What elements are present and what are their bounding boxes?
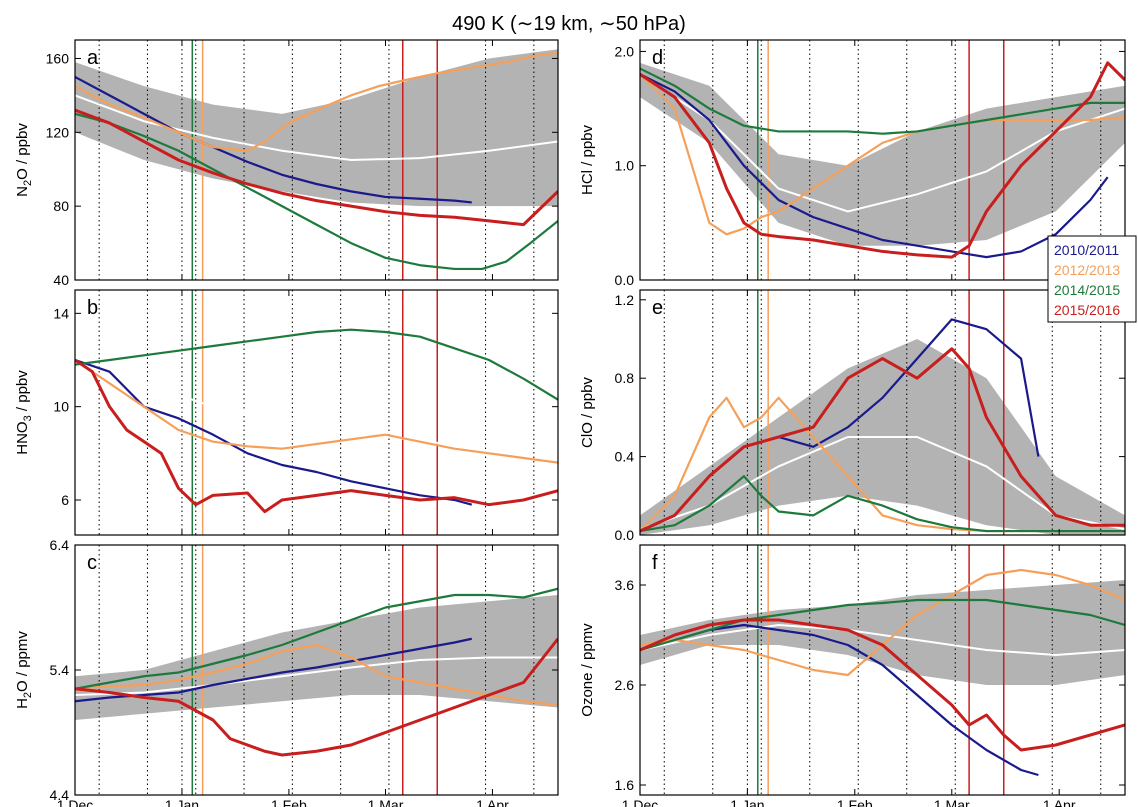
plot-area-d <box>640 40 1125 280</box>
y-tick-label: 0.8 <box>615 370 635 386</box>
x-tick-label: 1 Jan <box>165 797 199 807</box>
legend-entry: 2015/2016 <box>1054 302 1120 318</box>
axes-frame-d <box>639 39 1126 281</box>
climatology-mean-e <box>640 436 1125 531</box>
series-2010-2011-line <box>640 73 1109 259</box>
y-axis-label: H2O / ppmv <box>14 631 34 709</box>
series-2014-2015-line <box>75 112 558 271</box>
legend-box <box>1047 235 1137 323</box>
axes-frame-a <box>74 39 559 281</box>
x-tick-label: 1 Dec <box>622 797 659 807</box>
series-2012-2013-line <box>75 643 558 707</box>
x-tick-label: 1 Jan <box>730 797 764 807</box>
series-2014-2015-line <box>75 328 558 401</box>
x-tick-label: 1 Dec <box>57 797 94 807</box>
panel-f: 1.6 2.6 3.6 f Ozone / ppmv 1 Dec 1 Jan 1 Feb 1 M… <box>579 544 1126 807</box>
series-2010-2011-line <box>75 358 473 506</box>
climatology-mean-d <box>640 73 1125 213</box>
y-tick-label: 80 <box>53 198 69 214</box>
series-2015-2016-line <box>75 637 558 757</box>
axes-frame-e <box>639 289 1126 536</box>
y-tick-label: 0.4 <box>615 449 635 465</box>
panel-letter: c <box>87 552 97 574</box>
panel-letter: a <box>87 47 99 69</box>
series-2014-2015-line <box>640 67 1125 135</box>
panel-letter: d <box>652 47 663 69</box>
series-2012-2013-line <box>75 359 558 464</box>
plot-area-f <box>640 545 1125 795</box>
panels-group: 40 80 120 160 a N2O / ppbv 6 10 14 b HNO3 / ppbv 4.… <box>14 39 1126 807</box>
legend: 2010/2011 2012/2013 2014/2015 2015/2016 <box>1047 235 1137 323</box>
series-2014-2015-line <box>640 475 1125 533</box>
y-axis-label: N2O / ppbv <box>14 123 34 197</box>
y-tick-label: 0.0 <box>615 527 635 543</box>
climatology-mean-a <box>75 94 558 162</box>
y-tick-label: 5.4 <box>50 662 70 678</box>
series-2012-2013-line <box>75 51 558 152</box>
series-2015-2016-line <box>640 618 1125 752</box>
y-axis-label: HNO3 / ppbv <box>14 370 34 455</box>
series-2010-2011-line <box>75 637 472 703</box>
panel-c: 4.4 5.4 6.4 c H2O / ppmv 1 Dec 1 Jan 1 Feb 1 Mar… <box>14 537 559 807</box>
series-2015-2016-line <box>75 108 558 227</box>
climatology-mean-b <box>75 359 558 455</box>
legend-entry: 2010/2011 <box>1054 242 1119 258</box>
y-tick-label: 14 <box>53 305 69 321</box>
plot-area-b <box>75 290 558 535</box>
y-tick-label: 10 <box>53 399 69 415</box>
panel-letter: b <box>87 297 98 319</box>
panel-letter: e <box>652 297 663 319</box>
series-2014-2015-line <box>75 587 558 690</box>
panel-d: 0.0 1.0 2.0 d HCl / ppbv <box>579 39 1126 288</box>
panel-letter: f <box>652 552 658 574</box>
y-axis-label: Ozone / ppmv <box>579 623 596 717</box>
series-2012-2013-line <box>640 73 1125 236</box>
panel-b: 6 10 14 b HNO3 / ppbv <box>14 289 559 536</box>
plot-area-e <box>640 290 1125 535</box>
series-2014-2015-line <box>640 598 1125 652</box>
y-tick-label: 6 <box>61 492 69 508</box>
x-tick-label: 1 Mar <box>368 797 404 807</box>
x-tick-label: 1 Feb <box>271 797 307 807</box>
y-axis-label: HCl / ppbv <box>579 124 596 195</box>
y-tick-label: 0.0 <box>615 272 635 288</box>
y-tick-label: 40 <box>53 272 69 288</box>
x-tick-label: 1 Apr <box>476 797 509 807</box>
y-tick-label: 4.4 <box>50 787 70 803</box>
x-tick-label: 1 Feb <box>837 797 873 807</box>
y-tick-label: 2.0 <box>615 43 635 59</box>
y-tick-label: 160 <box>46 50 70 66</box>
climatology-mean-c <box>75 656 558 696</box>
y-tick-label: 2.6 <box>615 677 635 693</box>
legend-entry: 2014/2015 <box>1054 282 1120 298</box>
y-tick-label: 1.6 <box>615 777 635 793</box>
y-tick-label: 120 <box>46 124 70 140</box>
series-2015-2016-line <box>640 347 1125 533</box>
legend-entry: 2012/2013 <box>1054 262 1120 278</box>
panel-a: 40 80 120 160 a N2O / ppbv <box>14 39 559 288</box>
series-2010-2011-line <box>75 75 472 204</box>
series-2015-2016-line <box>640 61 1125 259</box>
y-tick-label: 6.4 <box>50 537 70 553</box>
axes-frame-f <box>639 544 1126 796</box>
x-tick-label: 1 Apr <box>1043 797 1076 807</box>
x-tick-label: 1 Mar <box>934 797 970 807</box>
series-2015-2016-line <box>75 358 558 514</box>
plot-area-c <box>75 545 558 795</box>
plot-area-a <box>75 40 558 280</box>
climatology-mean-f <box>640 623 1125 657</box>
y-tick-label: 1.2 <box>615 292 635 308</box>
y-tick-label: 1.0 <box>615 158 635 174</box>
y-tick-label: 3.6 <box>615 577 635 593</box>
axes-frame-b <box>74 289 559 536</box>
panel-e: 0.0 0.4 0.8 1.2 e ClO / ppbv <box>579 289 1126 543</box>
y-axis-label: ClO / ppbv <box>579 377 596 448</box>
figure-title: 490 K (∼19 km, ∼50 hPa) <box>452 13 686 35</box>
